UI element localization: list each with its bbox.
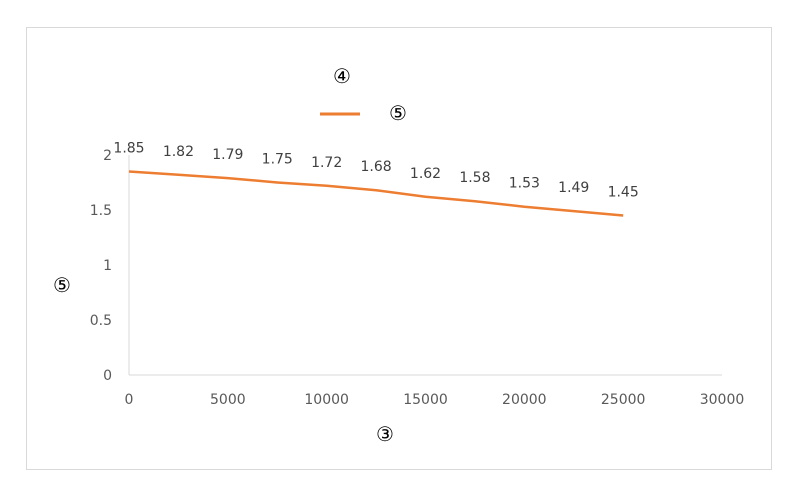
data-label: 1.58 — [459, 170, 490, 186]
data-label: 1.53 — [509, 176, 540, 192]
chart-frame — [26, 27, 772, 470]
data-label: 1.49 — [558, 180, 589, 196]
x-tick-label: 25000 — [601, 392, 646, 408]
x-axis: 0 5000 10000 15000 20000 25000 30000 — [125, 374, 745, 408]
data-label: 1.62 — [410, 166, 441, 182]
data-label: 1.79 — [212, 147, 243, 163]
data-label: 1.85 — [113, 141, 144, 157]
data-label: 1.75 — [262, 152, 293, 168]
data-label: 1.72 — [311, 155, 342, 171]
x-axis-title: ③ — [376, 422, 394, 446]
y-tick-label: 1 — [103, 258, 112, 274]
x-tick-label: 0 — [125, 392, 134, 408]
y-tick-label: 1.5 — [90, 203, 112, 219]
x-tick-label: 5000 — [210, 392, 246, 408]
series-layer: 1.85 1.82 1.79 1.75 1.72 1.68 1.62 1.58 1.53 1.49… — [113, 141, 639, 217]
legend: ⑤ — [320, 101, 407, 125]
y-tick-label: 0 — [103, 368, 112, 384]
data-label: 1.68 — [360, 159, 391, 175]
x-tick-labels: 0 5000 10000 15000 20000 25000 30000 — [125, 392, 745, 408]
x-tick-label: 15000 — [403, 392, 448, 408]
series-line — [128, 170, 624, 217]
y-tick-labels: 0 0.5 1 1.5 2 — [90, 148, 112, 384]
x-tick-label: 20000 — [502, 392, 547, 408]
legend-series-label: ⑤ — [389, 101, 407, 125]
x-tick-label: 30000 — [700, 392, 745, 408]
data-label: 1.82 — [163, 144, 194, 160]
data-label: 1.45 — [608, 185, 639, 201]
y-tick-label: 0.5 — [90, 313, 112, 329]
chart-title: ④ — [333, 64, 351, 88]
y-axis: 0 0.5 1 1.5 2 — [90, 148, 130, 384]
y-axis-title: ⑤ — [53, 273, 71, 297]
y-tick-label: 2 — [103, 148, 112, 164]
x-tick-label: 10000 — [304, 392, 349, 408]
